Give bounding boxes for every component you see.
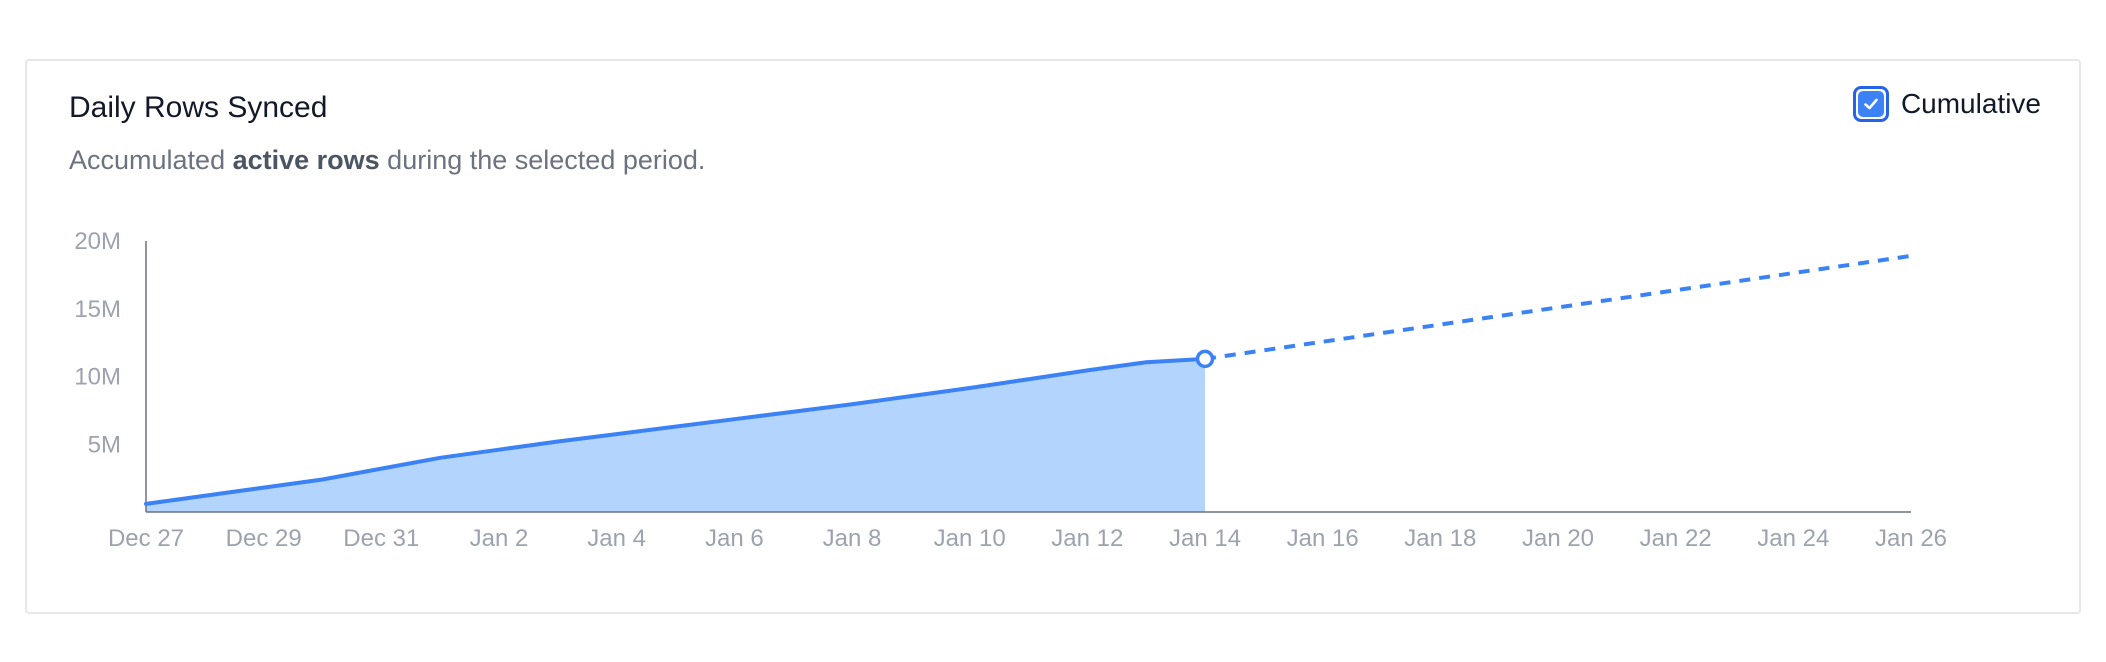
x-tick-label: Jan 16 [1287,525,1359,552]
area-fill [146,358,1205,512]
x-tick-label: Jan 2 [470,525,529,552]
projection-line [1204,253,1912,361]
cumulative-label: Cumulative [1900,88,2041,119]
y-tick-label: 10M [74,364,121,391]
current-point-marker [1195,349,1215,369]
x-tick-label: Jan 20 [1522,525,1594,552]
cumulative-checkbox[interactable] [1852,86,1889,122]
x-tick-label: Jan 10 [934,525,1006,552]
x-tick-label: Jan 18 [1404,525,1476,552]
chart-card: Daily Rows Synced Accumulated active row… [25,59,2081,614]
check-icon [1864,98,1878,110]
x-tick-label: Jan 12 [1051,525,1123,552]
series-line [144,356,1207,506]
x-tick-label: Jan 14 [1169,525,1241,552]
x-tick-label: Jan 4 [587,525,646,552]
x-tick-label: Dec 27 [108,525,184,552]
chart-title: Daily Rows Synced [69,91,328,124]
y-tick-label: 15M [74,296,121,323]
chart-subtitle: Accumulated active rows during the selec… [69,145,705,176]
checkbox-fill [1857,91,1884,117]
x-tick-label: Jan 8 [823,525,882,552]
subtitle-emphasis: active rows [232,145,380,175]
subtitle-suffix: during the selected period. [379,145,706,175]
x-tick-label: Jan 26 [1875,525,1947,552]
x-tick-label: Dec 29 [226,525,302,552]
x-tick-label: Jan 22 [1640,525,1712,552]
x-tick-label: Jan 6 [705,525,764,552]
x-tick-label: Jan 24 [1757,525,1829,552]
subtitle-prefix: Accumulated [69,145,233,175]
x-tick-label: Dec 31 [343,525,419,552]
y-tick-label: 20M [74,228,121,255]
cumulative-toggle[interactable]: Cumulative [1852,86,2041,122]
y-tick-label: 5M [88,431,121,458]
